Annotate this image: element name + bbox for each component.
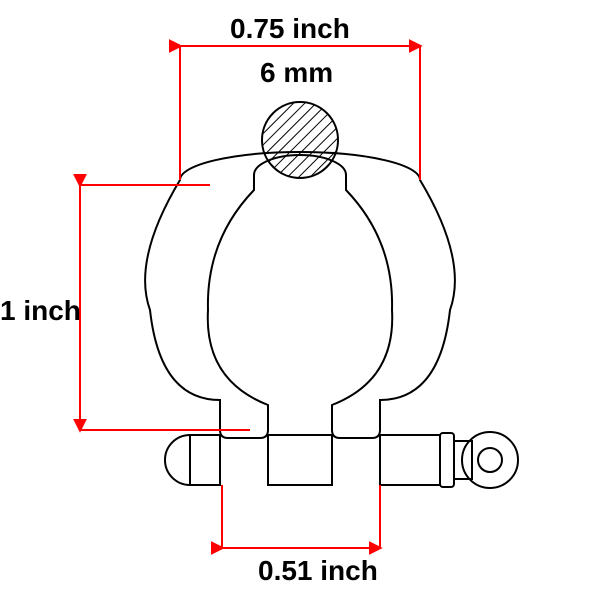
shackle-pin <box>165 432 518 488</box>
shackle-body <box>145 152 455 438</box>
dim-height: 1 inch <box>0 295 81 326</box>
dim-bottom-width: 0.51 inch <box>258 555 378 586</box>
pin-cross-section <box>262 102 338 178</box>
dim-top-width: 0.75 inch <box>230 13 350 44</box>
dim-pin-diameter: 6 mm <box>260 57 333 88</box>
